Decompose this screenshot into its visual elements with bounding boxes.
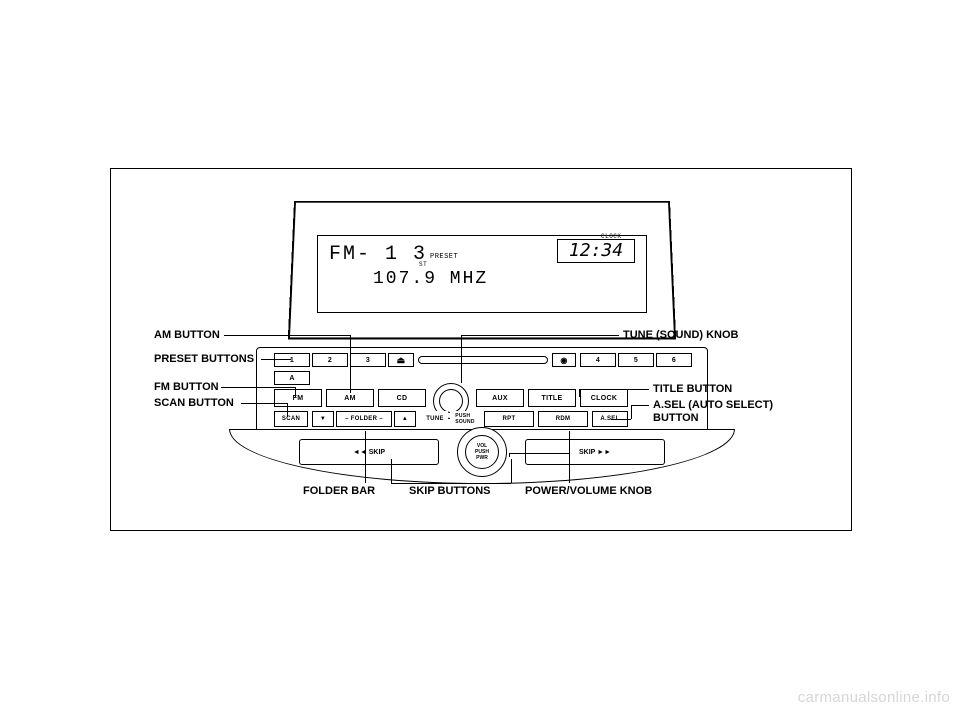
callout-folder-bar: FOLDER BAR bbox=[303, 485, 375, 498]
leader-folder bbox=[365, 431, 366, 483]
cd-button[interactable]: CD bbox=[378, 389, 426, 407]
page: FM- 1 3 PRESET ST 107.9 MHZ CLOCK 12:34 … bbox=[0, 0, 960, 714]
leader-scan-v bbox=[287, 403, 288, 417]
preset-1-button[interactable]: 1 bbox=[274, 353, 310, 367]
leader-pwr-h bbox=[509, 453, 569, 454]
callout-tune-knob: TUNE (SOUND) KNOB bbox=[623, 329, 739, 342]
leader-fm bbox=[221, 387, 295, 388]
preset-3-button[interactable]: 3 bbox=[350, 353, 386, 367]
callout-asel-l1: A.SEL (AUTO SELECT) bbox=[653, 399, 773, 412]
rpt-button[interactable]: RPT bbox=[484, 411, 534, 427]
preset-5-button[interactable]: 5 bbox=[618, 353, 654, 367]
leader-skip-r bbox=[511, 459, 512, 483]
diagram-frame: FM- 1 3 PRESET ST 107.9 MHZ CLOCK 12:34 … bbox=[110, 168, 852, 531]
a-button[interactable]: A bbox=[274, 371, 310, 385]
leader-tune bbox=[461, 335, 619, 336]
tune-knob-inner bbox=[439, 389, 463, 413]
callout-skip-buttons: SKIP BUTTONS bbox=[409, 485, 491, 498]
leader-am bbox=[224, 335, 350, 336]
leader-skip-l bbox=[391, 459, 392, 483]
scan-button[interactable]: SCAN bbox=[274, 411, 308, 427]
clock-button[interactable]: CLOCK bbox=[580, 389, 628, 407]
skip-prev-button[interactable]: ◄◄ SKIP bbox=[299, 439, 439, 465]
folder-up-button[interactable]: ▲ bbox=[394, 411, 416, 427]
aux-button[interactable]: AUX bbox=[476, 389, 524, 407]
leader-pwr-stub bbox=[509, 453, 510, 457]
leader-title-v bbox=[579, 389, 580, 397]
sound-label: PUSHSOUND bbox=[450, 411, 480, 427]
vol-pwr-text: PWR bbox=[476, 455, 488, 461]
callout-asel-l2: BUTTON bbox=[653, 412, 699, 425]
folder-label: – FOLDER – bbox=[336, 411, 392, 427]
title-button[interactable]: TITLE bbox=[528, 389, 576, 407]
tune-label: TUNE bbox=[422, 411, 448, 427]
diagram-canvas: FM- 1 3 PRESET ST 107.9 MHZ CLOCK 12:34 … bbox=[111, 169, 851, 530]
preset-4-button[interactable]: 4 bbox=[580, 353, 616, 367]
display-preset-label: PRESET bbox=[430, 253, 458, 261]
folder-down-button[interactable]: ▼ bbox=[312, 411, 334, 427]
lower-panel: ◄◄ SKIP VOL PUSH PWR SKIP ►► bbox=[229, 429, 735, 484]
preset-6-button[interactable]: 6 bbox=[656, 353, 692, 367]
leader-pwr bbox=[569, 431, 570, 483]
callout-fm-button: FM BUTTON bbox=[154, 381, 219, 394]
leader-am-v bbox=[350, 335, 351, 393]
leader-fm-v bbox=[295, 387, 296, 397]
disc-icon-button[interactable]: ◉ bbox=[552, 353, 576, 367]
eject-button[interactable]: ⏏ bbox=[388, 353, 414, 367]
callout-preset-buttons: PRESET BUTTONS bbox=[154, 353, 254, 366]
display-line2: 107.9 MHZ bbox=[373, 269, 488, 289]
callout-am-button: AM BUTTON bbox=[154, 329, 220, 342]
fm-button[interactable]: FM bbox=[274, 389, 322, 407]
callout-power-volume: POWER/VOLUME KNOB bbox=[525, 485, 652, 498]
leader-asel2 bbox=[611, 419, 631, 420]
callout-title-button: TITLE BUTTON bbox=[653, 383, 732, 396]
rdm-button[interactable]: RDM bbox=[538, 411, 588, 427]
cd-slot[interactable] bbox=[418, 356, 548, 364]
display-clock: 12:34 bbox=[557, 239, 635, 263]
display-st-label: ST bbox=[419, 261, 427, 268]
volume-knob-label: VOL PUSH PWR bbox=[465, 435, 499, 469]
leader-asel-v bbox=[631, 405, 632, 419]
leader-title bbox=[579, 389, 649, 390]
leader-skip-b bbox=[391, 483, 511, 484]
leader-asel bbox=[631, 405, 649, 406]
radio-faceplate: 1 2 3 ⏏ ◉ 4 5 6 A FM AM CD AUX TITLE bbox=[256, 347, 708, 433]
skip-next-button[interactable]: SKIP ►► bbox=[525, 439, 665, 465]
display-line1: FM- 1 3 bbox=[329, 243, 427, 266]
leader-preset bbox=[261, 359, 291, 360]
watermark: carmanualsonline.info bbox=[798, 689, 950, 706]
display-unit: FM- 1 3 PRESET ST 107.9 MHZ CLOCK 12:34 bbox=[291, 199, 673, 339]
preset-2-button[interactable]: 2 bbox=[312, 353, 348, 367]
callout-scan-button: SCAN BUTTON bbox=[154, 397, 234, 410]
leader-tune-v bbox=[461, 335, 462, 383]
leader-scan bbox=[241, 403, 287, 404]
